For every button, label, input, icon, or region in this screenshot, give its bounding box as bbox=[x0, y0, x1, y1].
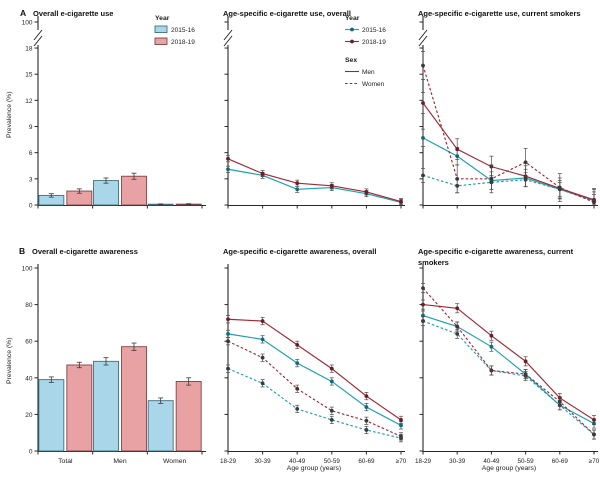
svg-text:60: 60 bbox=[25, 339, 33, 346]
svg-text:Women: Women bbox=[362, 81, 385, 88]
svg-text:40-49: 40-49 bbox=[483, 458, 500, 465]
bar-2018-19 bbox=[121, 175, 147, 206]
x-axis-label-b3: Age group (years) bbox=[481, 465, 537, 472]
svg-text:30-39: 30-39 bbox=[449, 458, 466, 465]
axis-break-icon bbox=[418, 29, 428, 41]
svg-text:50-59: 50-59 bbox=[324, 458, 341, 465]
svg-text:≥70: ≥70 bbox=[396, 458, 407, 465]
panel-b1-title: Overall e-cigarette awareness bbox=[32, 247, 138, 256]
svg-text:30-39: 30-39 bbox=[255, 458, 272, 465]
series-2018-19-men bbox=[421, 92, 596, 206]
legend-swatch-icon bbox=[154, 37, 168, 45]
series-2018-19-women bbox=[421, 283, 596, 440]
svg-text:2018-19: 2018-19 bbox=[171, 39, 195, 46]
bar-2015-16 bbox=[93, 180, 119, 206]
panel-b-letter: B bbox=[19, 246, 26, 256]
svg-text:0: 0 bbox=[29, 449, 33, 456]
svg-text:3: 3 bbox=[29, 176, 33, 183]
panel-a-letter: A bbox=[20, 8, 27, 18]
svg-text:60-69: 60-69 bbox=[552, 458, 569, 465]
svg-text:18-29: 18-29 bbox=[415, 458, 432, 465]
svg-text:Men: Men bbox=[362, 69, 375, 76]
panel-b3-title: Age-specific e-cigarette awareness, curr… bbox=[418, 247, 574, 268]
axis-break-icon bbox=[223, 29, 233, 41]
chart-b1: 0 20 40 60 80 100 Total Men Women bbox=[22, 264, 206, 465]
chart-a3 bbox=[418, 16, 598, 209]
svg-text:20: 20 bbox=[25, 412, 33, 419]
series-2015-16-women bbox=[421, 168, 596, 206]
axis-break-icon bbox=[33, 35, 43, 47]
series-2018-19-men bbox=[226, 315, 403, 424]
chart-b3: 18-29 30-39 40-49 50-59 60-69 ≥70 bbox=[415, 264, 600, 465]
bar-2015-16 bbox=[93, 360, 119, 452]
x-axis-label-b2: Age group (years) bbox=[286, 465, 342, 472]
panel-b2-title: Age-specific e-cigarette awareness, over… bbox=[223, 247, 377, 256]
bar-2018-19 bbox=[121, 346, 147, 452]
svg-text:Women: Women bbox=[163, 458, 187, 465]
chart-b2: 18-29 30-39 40-49 50-59 60-69 ≥70 bbox=[220, 264, 407, 465]
series-2018-19-women bbox=[421, 51, 596, 206]
svg-text:Year: Year bbox=[345, 15, 360, 22]
bar-2018-19 bbox=[66, 364, 93, 452]
svg-text:100: 100 bbox=[22, 266, 33, 273]
panel-a2-title: Age-specific e-cigarette use, overall bbox=[223, 9, 351, 18]
svg-text:≥70: ≥70 bbox=[589, 458, 600, 465]
series-2018-19 bbox=[226, 155, 403, 205]
svg-text:0: 0 bbox=[29, 203, 33, 210]
series-2015-16-women bbox=[421, 316, 596, 440]
svg-text:40: 40 bbox=[25, 375, 33, 382]
bar-2018-19 bbox=[175, 381, 202, 452]
svg-text:18: 18 bbox=[25, 46, 33, 53]
svg-text:18-29: 18-29 bbox=[220, 458, 237, 465]
bar-2015-16 bbox=[147, 400, 174, 452]
svg-text:50-59: 50-59 bbox=[518, 458, 535, 465]
svg-text:60-69: 60-69 bbox=[358, 458, 375, 465]
svg-text:Total: Total bbox=[58, 458, 73, 465]
axis-break-icon bbox=[418, 35, 428, 47]
svg-text:2015-16: 2015-16 bbox=[171, 27, 195, 34]
svg-text:6: 6 bbox=[29, 150, 33, 157]
svg-text:Men: Men bbox=[113, 458, 126, 465]
svg-text:Sex: Sex bbox=[345, 57, 357, 64]
series-2018-19-women bbox=[226, 337, 403, 441]
svg-text:40-49: 40-49 bbox=[289, 458, 306, 465]
series-2018-19-men bbox=[421, 299, 596, 425]
svg-text:2015-16: 2015-16 bbox=[362, 27, 386, 34]
svg-text:9: 9 bbox=[29, 124, 33, 131]
svg-text:12: 12 bbox=[25, 98, 33, 105]
panel-a1-title: Overall e-cigarette use bbox=[33, 9, 114, 18]
axis-break-icon bbox=[33, 29, 43, 41]
series-2015-16 bbox=[226, 165, 403, 206]
panel-a3-title: Age-specific e-cigarette use, current sm… bbox=[418, 9, 581, 18]
series-2015-16-men bbox=[226, 329, 403, 430]
svg-text:15: 15 bbox=[25, 72, 33, 79]
axis-break-icon bbox=[223, 35, 233, 47]
svg-text:80: 80 bbox=[25, 302, 33, 309]
series-2015-16-men bbox=[421, 128, 596, 206]
svg-text:Year: Year bbox=[155, 15, 170, 22]
svg-text:100: 100 bbox=[22, 20, 33, 27]
bar-2015-16 bbox=[38, 379, 65, 452]
svg-text:2018-19: 2018-19 bbox=[362, 39, 386, 46]
legend-swatch-icon bbox=[154, 25, 168, 33]
